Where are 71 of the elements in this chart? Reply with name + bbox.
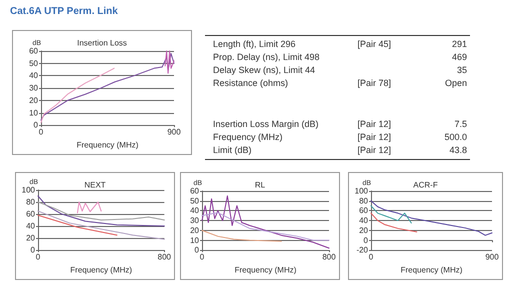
line-series: [164, 50, 174, 74]
text: Length (ft), Limit 296: [213, 39, 296, 49]
x-axis-title: Frequency (MHz): [70, 266, 132, 274]
y-tick-label: 80: [26, 198, 36, 207]
y-tick-label: 0: [194, 246, 200, 255]
line-series: [76, 202, 102, 214]
y-tick-label: 0: [30, 246, 36, 255]
text: Cat.6A UTP Perm. Link: [10, 6, 118, 17]
y-tick-label: 40: [359, 216, 369, 226]
chart-title: NEXT: [84, 180, 106, 190]
text: Prop. Delay (ns), Limit 498: [213, 52, 320, 62]
y-tick-label: 100: [354, 186, 369, 196]
text: 291: [452, 39, 467, 49]
text: Open: [444, 78, 467, 88]
y-tick-label: 0: [364, 236, 369, 245]
y-tick-label: 100: [22, 186, 36, 194]
text: Delay Skew (ns), Limit 44: [213, 65, 316, 75]
y-tick-label: 30: [190, 216, 200, 226]
text: Frequency (MHz): [213, 132, 283, 142]
y-tick-label: -20: [356, 246, 369, 255]
text: [Pair 45]: [357, 39, 391, 49]
x-axis-title: Frequency (MHz): [234, 266, 297, 274]
y-tick-label: 20: [26, 234, 36, 243]
y-tick-label: 60: [359, 206, 369, 216]
line-series: [202, 195, 330, 249]
y-tick-label: 20: [190, 226, 200, 235]
x-axis-title: Frequency (MHz): [76, 140, 139, 150]
line-series: [40, 68, 115, 124]
x-tick-label: 900: [485, 252, 500, 262]
text: 500.0: [444, 132, 467, 142]
x-tick-label: 800: [322, 252, 336, 262]
text: [Pair 12]: [357, 132, 391, 142]
text: 469: [452, 52, 467, 62]
x-tick-label: 900: [167, 128, 182, 137]
text: 43.8: [449, 145, 467, 155]
chart-title: ACR-F: [413, 180, 438, 190]
x-tick-label: 800: [158, 252, 172, 262]
text: [Pair 12]: [357, 145, 391, 155]
y-tick-label: 20: [359, 226, 369, 235]
y-tick-label: 50: [190, 196, 200, 206]
y-tick-label: 20: [29, 96, 39, 105]
y-tick-label: 40: [190, 206, 200, 216]
text: [Pair 78]: [357, 78, 391, 88]
y-tick-label: 40: [29, 71, 39, 80]
y-tick-label: 80: [359, 196, 369, 206]
y-tick-label: 60: [29, 46, 39, 56]
line-series: [370, 200, 492, 236]
line-series: [370, 205, 412, 224]
text: Resistance (ohms): [213, 78, 288, 88]
chart-title: RL: [254, 180, 266, 190]
line-series: [38, 210, 165, 240]
y-tick-label: 10: [29, 108, 39, 118]
line-series: [38, 196, 165, 227]
line-series: [38, 202, 165, 221]
x-axis-title: Frequency (MHz): [400, 266, 463, 274]
line-series: [202, 212, 330, 241]
text: Limit (dB): [213, 145, 252, 155]
chart-title: Insertion Loss: [77, 38, 127, 48]
text: 35: [456, 65, 467, 75]
text: 7.5: [454, 119, 467, 129]
y-tick-label: 30: [29, 84, 39, 93]
text: Insertion Loss Margin (dB): [213, 119, 319, 129]
y-tick-label: 10: [190, 236, 200, 245]
y-tick-label: 0: [34, 120, 39, 130]
text: [Pair 12]: [357, 119, 391, 129]
line-series: [202, 230, 282, 242]
y-tick-label: 50: [29, 58, 39, 68]
y-tick-label: 40: [26, 222, 36, 231]
y-tick-label: 60: [190, 186, 200, 196]
y-tick-label: 60: [26, 210, 36, 219]
line-series: [370, 212, 418, 232]
